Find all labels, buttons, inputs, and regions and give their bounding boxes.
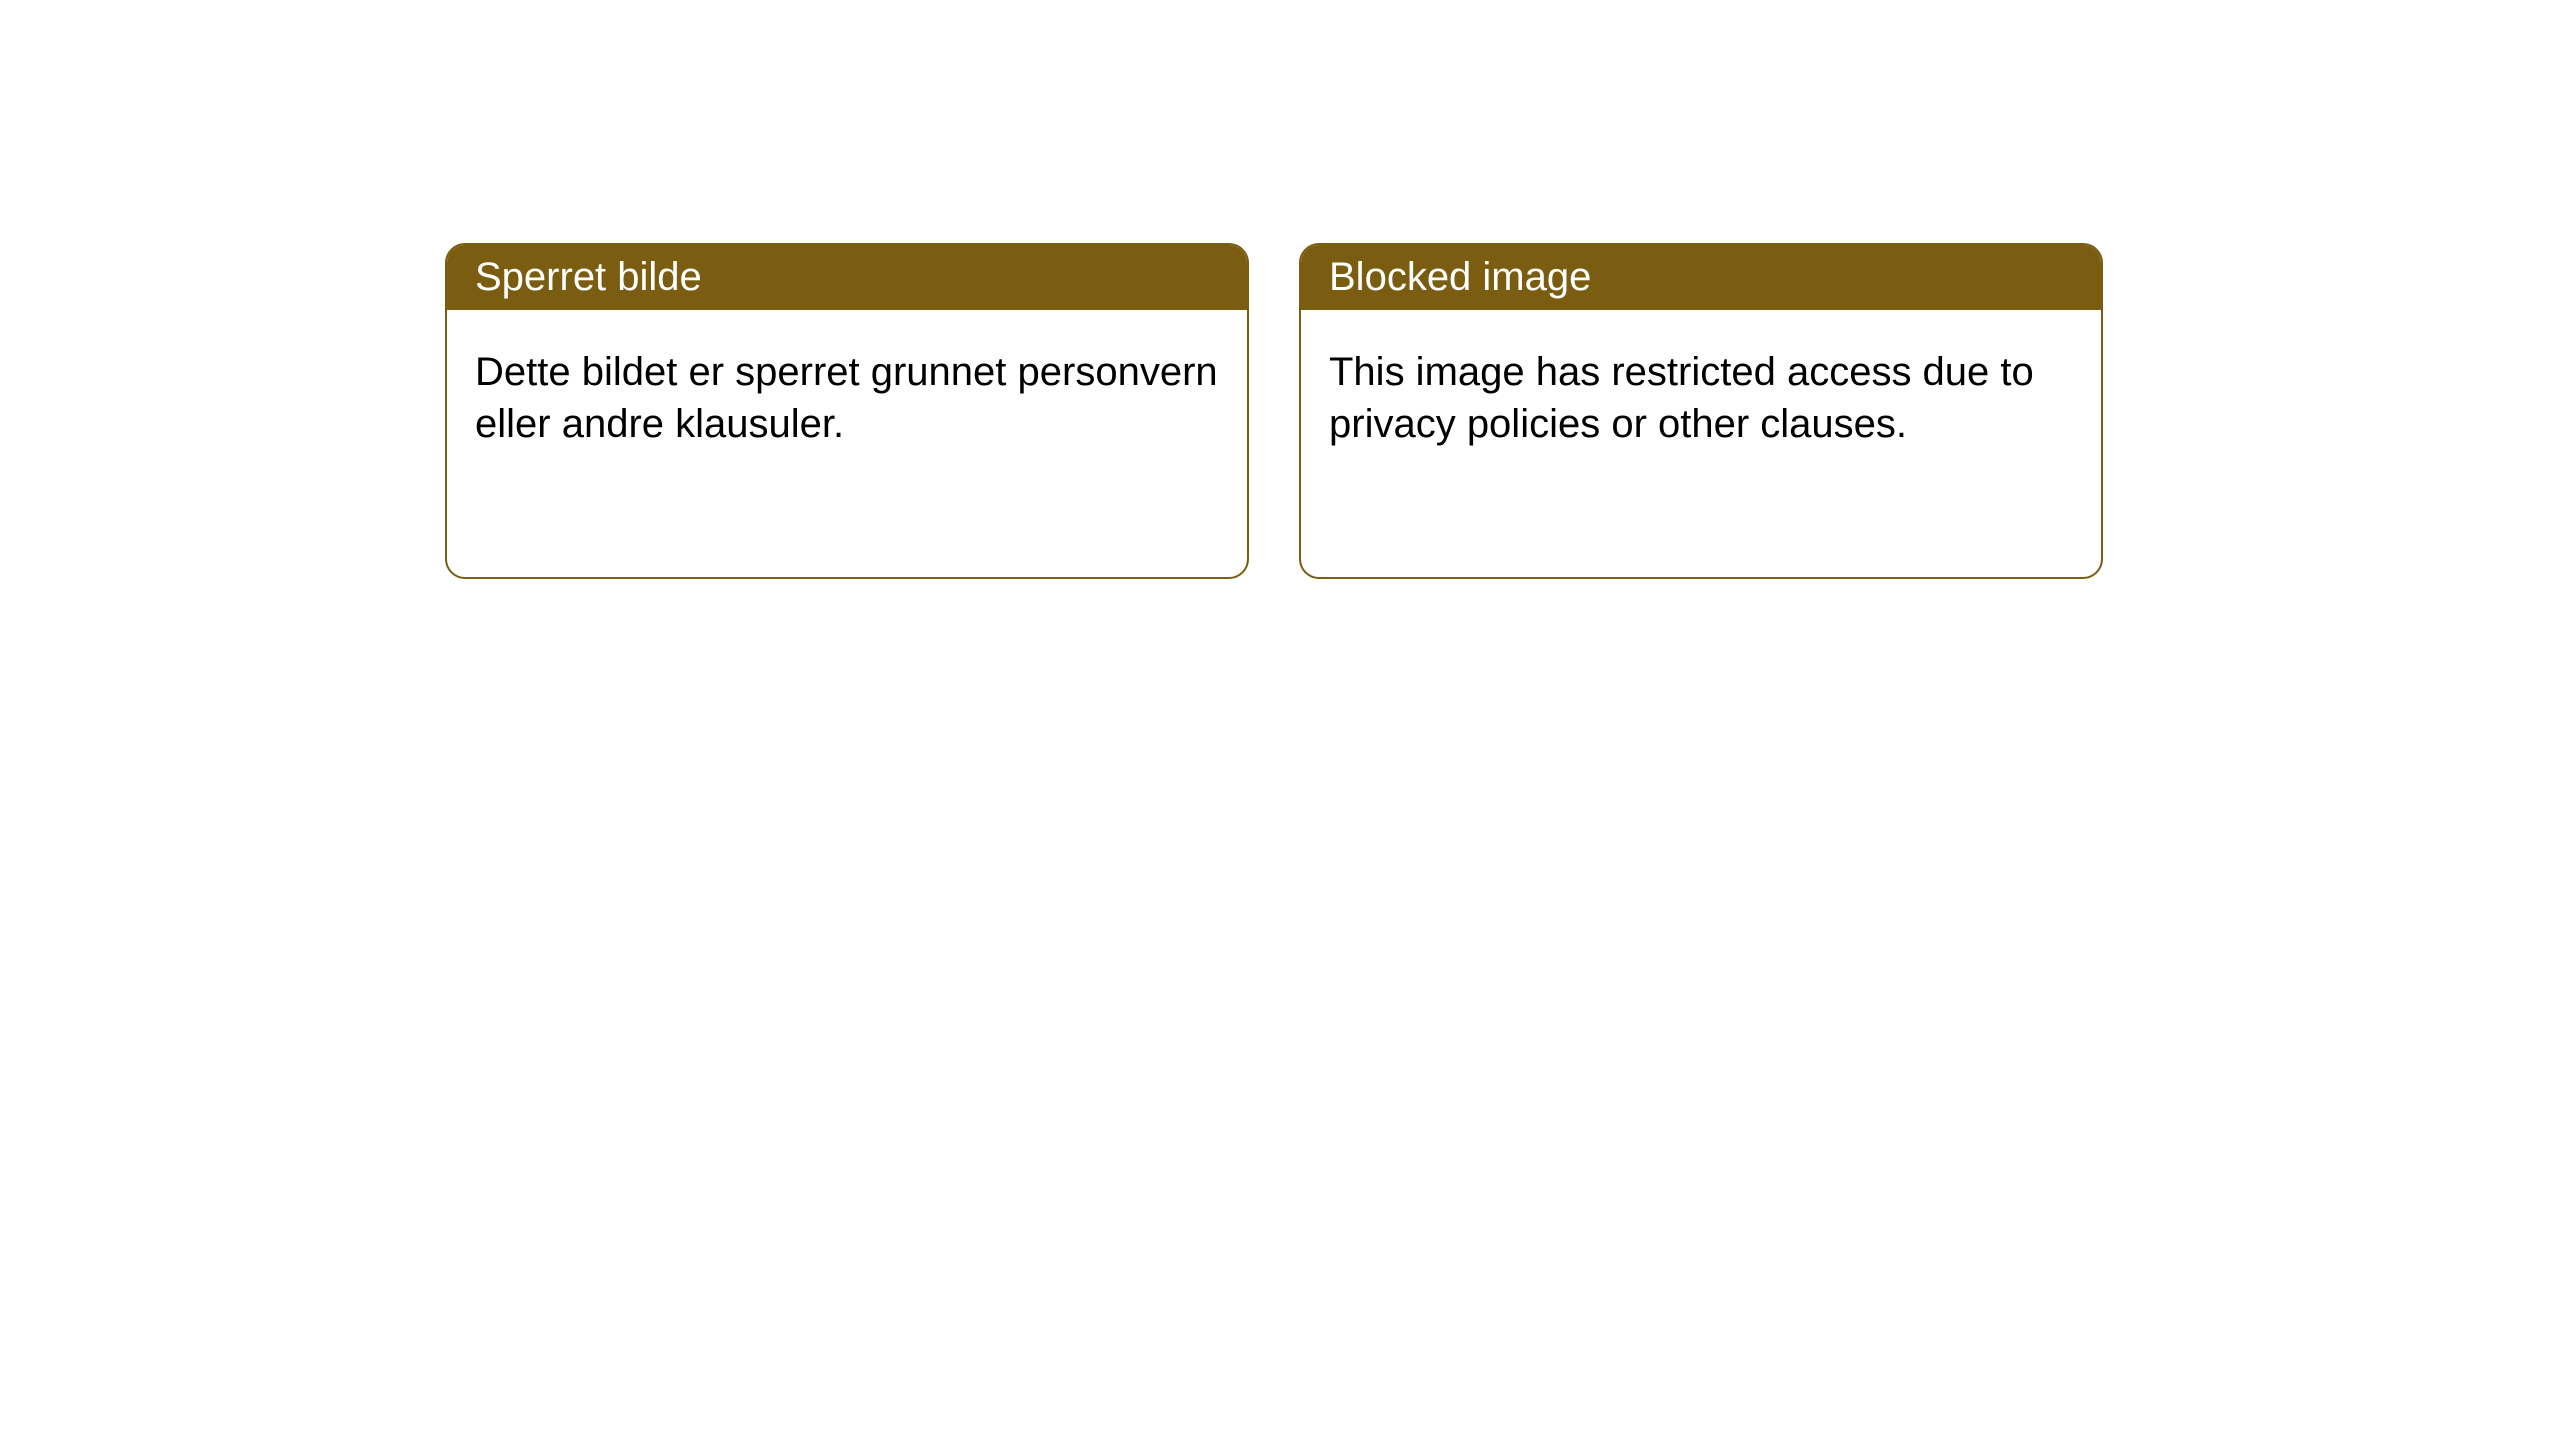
panel-body-english: This image has restricted access due to … <box>1301 310 2101 486</box>
panels-container: Sperret bilde Dette bildet er sperret gr… <box>0 0 2560 579</box>
panel-body-norwegian: Dette bildet er sperret grunnet personve… <box>447 310 1247 486</box>
panel-title-english: Blocked image <box>1301 245 2101 310</box>
panel-english: Blocked image This image has restricted … <box>1299 243 2103 579</box>
panel-norwegian: Sperret bilde Dette bildet er sperret gr… <box>445 243 1249 579</box>
panel-title-norwegian: Sperret bilde <box>447 245 1247 310</box>
